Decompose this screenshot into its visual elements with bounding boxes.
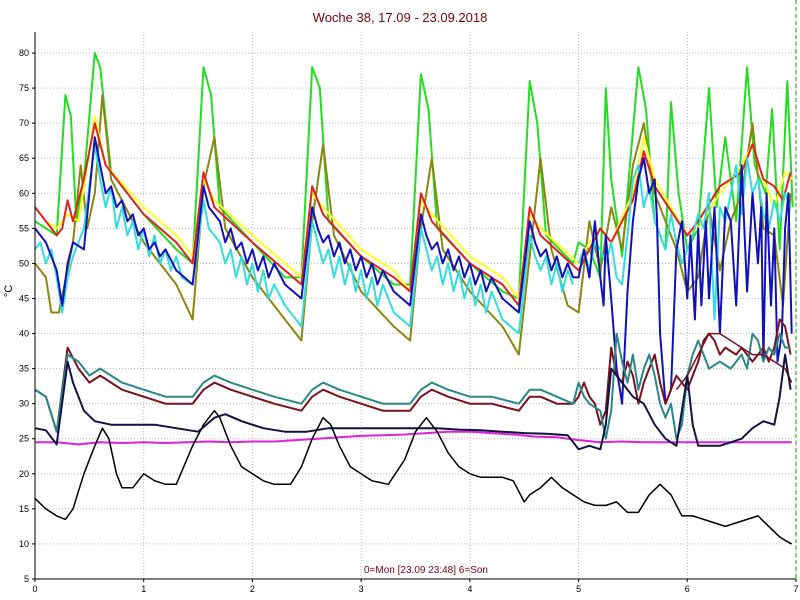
y-tick-label: 10	[19, 539, 29, 549]
x-tick-label: 3	[359, 584, 364, 594]
y-tick-label: 75	[19, 83, 29, 93]
x-tick-label: 0	[32, 584, 37, 594]
y-tick-label: 70	[19, 118, 29, 128]
y-tick-label: 80	[19, 48, 29, 58]
y-tick-label: 20	[19, 469, 29, 479]
series-line-8	[34, 318, 792, 433]
y-tick-label: 60	[19, 188, 29, 198]
y-tick-label: 30	[19, 399, 29, 409]
chart-footnote: 0=Mon [23.09 23:48] 6=Son	[364, 565, 488, 576]
y-tick-label: 65	[19, 153, 29, 163]
y-tick-label: 45	[19, 293, 29, 303]
y-tick-label: 55	[19, 223, 29, 233]
series-line-7	[34, 136, 793, 405]
series-line-13	[34, 409, 793, 545]
y-tick-label: 35	[19, 364, 29, 374]
y-tick-label: 5	[24, 574, 29, 584]
series-line-12	[34, 353, 792, 451]
chart-title: Woche 38, 17.09 - 23.09.2018	[313, 10, 488, 25]
x-tick-label: 2	[250, 584, 255, 594]
y-axis-label: °C	[3, 285, 15, 297]
x-tick-label: 4	[467, 584, 472, 594]
series-line-11	[35, 430, 792, 446]
y-tick-label: 25	[19, 434, 29, 444]
x-tick-label: 7	[793, 584, 798, 594]
series-line-9	[34, 332, 791, 440]
x-tick-label: 6	[685, 584, 690, 594]
axes	[32, 0, 797, 582]
y-tick-label: 40	[19, 329, 29, 339]
series-line-10	[675, 332, 793, 391]
x-tick-label: 5	[576, 584, 581, 594]
y-tick-label: 15	[19, 504, 29, 514]
series-line-5	[34, 143, 575, 335]
x-tick-label: 1	[141, 584, 146, 594]
y-tick-label: 50	[19, 258, 29, 268]
series-group	[34, 52, 794, 545]
